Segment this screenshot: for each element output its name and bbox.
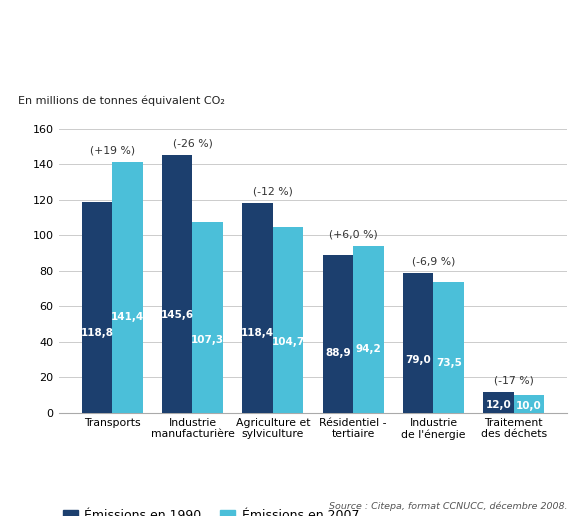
Bar (514, 395, 544, 413)
Text: En millions de tonnes équivalent CO₂: En millions de tonnes équivalent CO₂ (18, 95, 225, 106)
Text: 73,5: 73,5 (436, 358, 462, 368)
Text: 12,0: 12,0 (486, 400, 511, 410)
Bar (162, 155, 192, 413)
Text: 79,0: 79,0 (405, 354, 431, 364)
Bar (483, 392, 514, 413)
Bar (403, 272, 433, 413)
Text: (-26 %): (-26 %) (173, 138, 212, 148)
Text: (-12 %): (-12 %) (253, 187, 292, 197)
Text: Source : Citepa, format CCNUCC, décembre 2008.: Source : Citepa, format CCNUCC, décembre… (329, 502, 567, 511)
Text: 145,6: 145,6 (161, 310, 194, 319)
Bar (433, 282, 464, 413)
Bar (112, 162, 143, 413)
Text: 10,0: 10,0 (516, 401, 542, 411)
Bar (353, 246, 384, 413)
Text: (-6,9 %): (-6,9 %) (412, 256, 455, 266)
Bar (192, 222, 223, 413)
Text: 94,2: 94,2 (356, 344, 381, 354)
Text: 107,3: 107,3 (191, 335, 224, 346)
Bar (273, 227, 304, 413)
Text: (+19 %): (+19 %) (90, 146, 135, 156)
Text: 104,7: 104,7 (271, 337, 305, 347)
Text: Évolution des émissions de gaz à effet de serre par secteur
en France entre 1990: Évolution des émissions de gaz à effet d… (33, 25, 552, 65)
Text: 118,4: 118,4 (241, 328, 274, 338)
Text: 141,4: 141,4 (111, 313, 144, 322)
Bar (322, 255, 353, 413)
Text: (+6,0 %): (+6,0 %) (329, 230, 377, 239)
Legend: Émissions en 1990, Émissions en 2007: Émissions en 1990, Émissions en 2007 (58, 504, 364, 516)
Text: (-17 %): (-17 %) (494, 375, 534, 385)
Text: 88,9: 88,9 (325, 348, 350, 358)
Bar (242, 203, 273, 413)
Text: 118,8: 118,8 (80, 328, 113, 338)
Bar (82, 202, 112, 413)
